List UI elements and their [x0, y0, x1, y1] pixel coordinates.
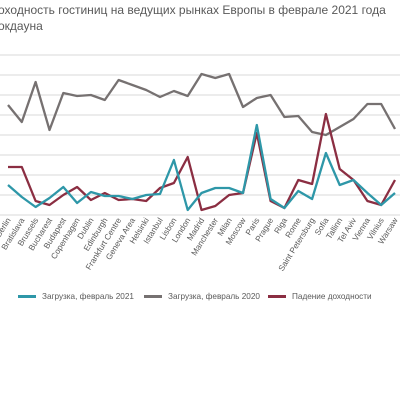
legend-item-occupancy-2020: Загрузка, февраль 2020: [144, 292, 260, 301]
legend-label-occupancy-2020: Загрузка, февраль 2020: [168, 292, 260, 301]
series-line-revenue-decline: [8, 112, 397, 212]
series-line-occupancy-2021: [7, 123, 396, 212]
chart-title-line-2: окдауна: [0, 19, 43, 33]
legend-swatch-occupancy-2021: [18, 295, 36, 298]
gridlines: [0, 54, 400, 216]
legend-item-occupancy-2021: Загрузка, февраль 2021: [18, 292, 134, 301]
legend-label-revenue-decline: Падение доходности: [292, 292, 372, 301]
x-axis-tick-labels: BerlinBratislavaBrusselsBucharestBudapes…: [0, 216, 400, 273]
legend: Загрузка, февраль 2021 Загрузка, февраль…: [0, 292, 400, 306]
chart-title: оходность гостиниц на ведущих рынках Евр…: [0, 2, 400, 34]
chart-title-line-1: оходность гостиниц на ведущих рынках Евр…: [0, 3, 386, 17]
legend-item-revenue-decline: Падение доходности: [268, 292, 372, 301]
legend-label-occupancy-2021: Загрузка, февраль 2021: [42, 292, 134, 301]
series-line-occupancy-2020: [7, 72, 397, 137]
legend-swatch-revenue-decline: [268, 295, 286, 298]
legend-swatch-occupancy-2020: [144, 295, 162, 298]
series-lines: [7, 72, 397, 212]
